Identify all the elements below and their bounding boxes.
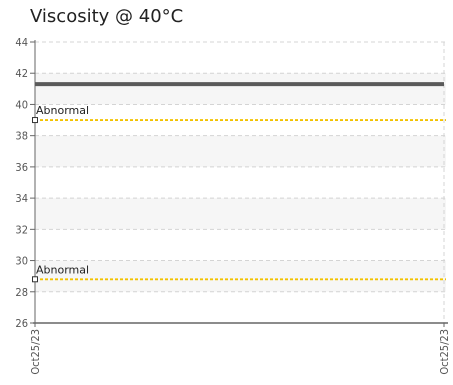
y-tick-label: 26 bbox=[15, 317, 28, 330]
threshold-marker bbox=[32, 276, 38, 283]
chart-title: Viscosity @ 40°C bbox=[30, 6, 184, 27]
y-tick-label: 34 bbox=[15, 192, 28, 205]
abnormal-label: Abnormal bbox=[36, 263, 89, 276]
threshold-marker bbox=[32, 117, 38, 124]
y-tick-label: 40 bbox=[15, 98, 28, 111]
y-tick-label: 28 bbox=[15, 286, 28, 299]
axes bbox=[30, 40, 448, 327]
background-band bbox=[35, 135, 446, 167]
y-tick-label: 42 bbox=[15, 67, 28, 80]
abnormal-label: Abnormal bbox=[36, 104, 89, 117]
y-tick-labels: 26 28 30 32 34 36 38 40 42 44 bbox=[15, 36, 28, 330]
y-tick-label: 38 bbox=[15, 130, 28, 143]
x-tick-label: Oct25/23 bbox=[29, 329, 42, 375]
y-tick-label: 44 bbox=[15, 36, 28, 49]
background-band bbox=[35, 260, 446, 292]
x-tick-labels: Oct25/23 Oct25/23 bbox=[29, 329, 451, 375]
background-bands bbox=[35, 73, 446, 292]
y-tick-label: 30 bbox=[15, 255, 28, 268]
y-tick-label: 32 bbox=[15, 223, 28, 236]
reference-lines: Abnormal Abnormal bbox=[32, 104, 446, 283]
background-band bbox=[35, 73, 446, 105]
background-band bbox=[35, 198, 446, 230]
y-tick-label: 36 bbox=[15, 161, 28, 174]
x-tick-label: Oct25/23 bbox=[438, 329, 451, 375]
